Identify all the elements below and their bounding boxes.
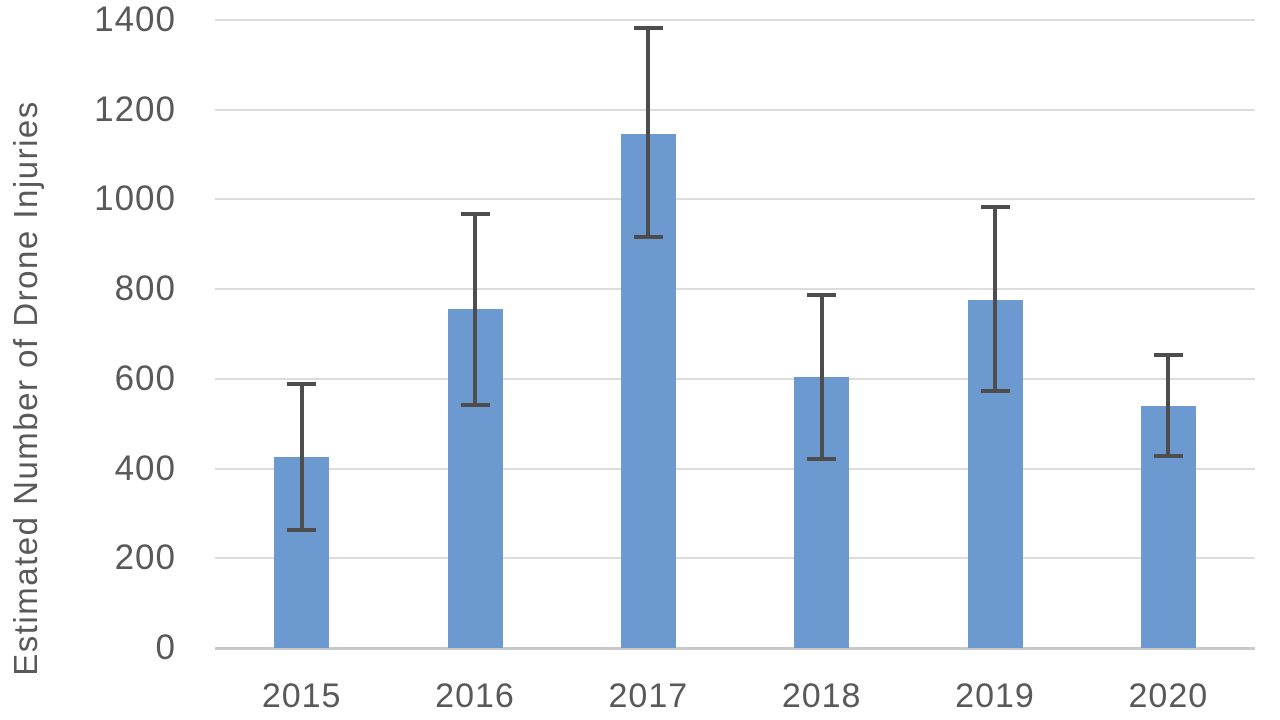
gridline-200 — [215, 557, 1255, 560]
error-bar-cap-bottom-2018 — [807, 456, 837, 461]
x-tick-label-2019: 2019 — [955, 677, 1035, 715]
gridline-400 — [215, 467, 1255, 470]
error-bar-cap-top-2015 — [287, 382, 317, 387]
error-bar-2015 — [299, 383, 304, 532]
error-bar-cap-top-2016 — [460, 211, 490, 216]
y-tick-label-400: 400 — [114, 448, 176, 488]
error-bar-cap-top-2020 — [1153, 353, 1183, 358]
gridline-1000 — [215, 198, 1255, 201]
error-bar-cap-bottom-2020 — [1153, 454, 1183, 459]
gridline-1200 — [215, 108, 1255, 111]
error-bar-cap-top-2018 — [807, 292, 837, 297]
gridline-1400 — [215, 19, 1255, 21]
error-bar-cap-top-2017 — [633, 25, 663, 30]
y-tick-label-0: 0 — [155, 628, 176, 667]
error-bar-2016 — [473, 212, 477, 406]
gridline-600 — [215, 377, 1255, 380]
error-bar-cap-bottom-2016 — [460, 402, 490, 407]
error-bar-2020 — [1166, 354, 1171, 458]
y-tick-label-600: 600 — [114, 358, 176, 398]
x-tick-label-2017: 2017 — [608, 677, 689, 715]
error-bar-2019 — [993, 206, 997, 393]
y-tick-label-1400: 1400 — [94, 0, 176, 39]
y-tick-label-1000: 1000 — [94, 179, 176, 219]
gridline-800 — [215, 288, 1255, 291]
y-tick-label-200: 200 — [114, 538, 176, 578]
error-bar-2018 — [819, 293, 824, 460]
x-tick-label-2016: 2016 — [435, 677, 515, 715]
x-axis-line — [215, 647, 1255, 650]
x-tick-label-2015: 2015 — [261, 677, 342, 715]
plot-area — [215, 19, 1255, 650]
error-bar-cap-top-2019 — [980, 205, 1010, 210]
y-tick-label-800: 800 — [114, 269, 176, 309]
x-tick-label-2018: 2018 — [781, 677, 862, 715]
error-bar-cap-bottom-2017 — [633, 234, 663, 239]
error-bar-2017 — [646, 26, 651, 238]
error-bar-cap-bottom-2019 — [980, 389, 1010, 394]
y-tick-label-1200: 1200 — [94, 89, 176, 129]
error-bar-cap-bottom-2015 — [287, 528, 317, 533]
x-tick-label-2020: 2020 — [1128, 677, 1209, 715]
